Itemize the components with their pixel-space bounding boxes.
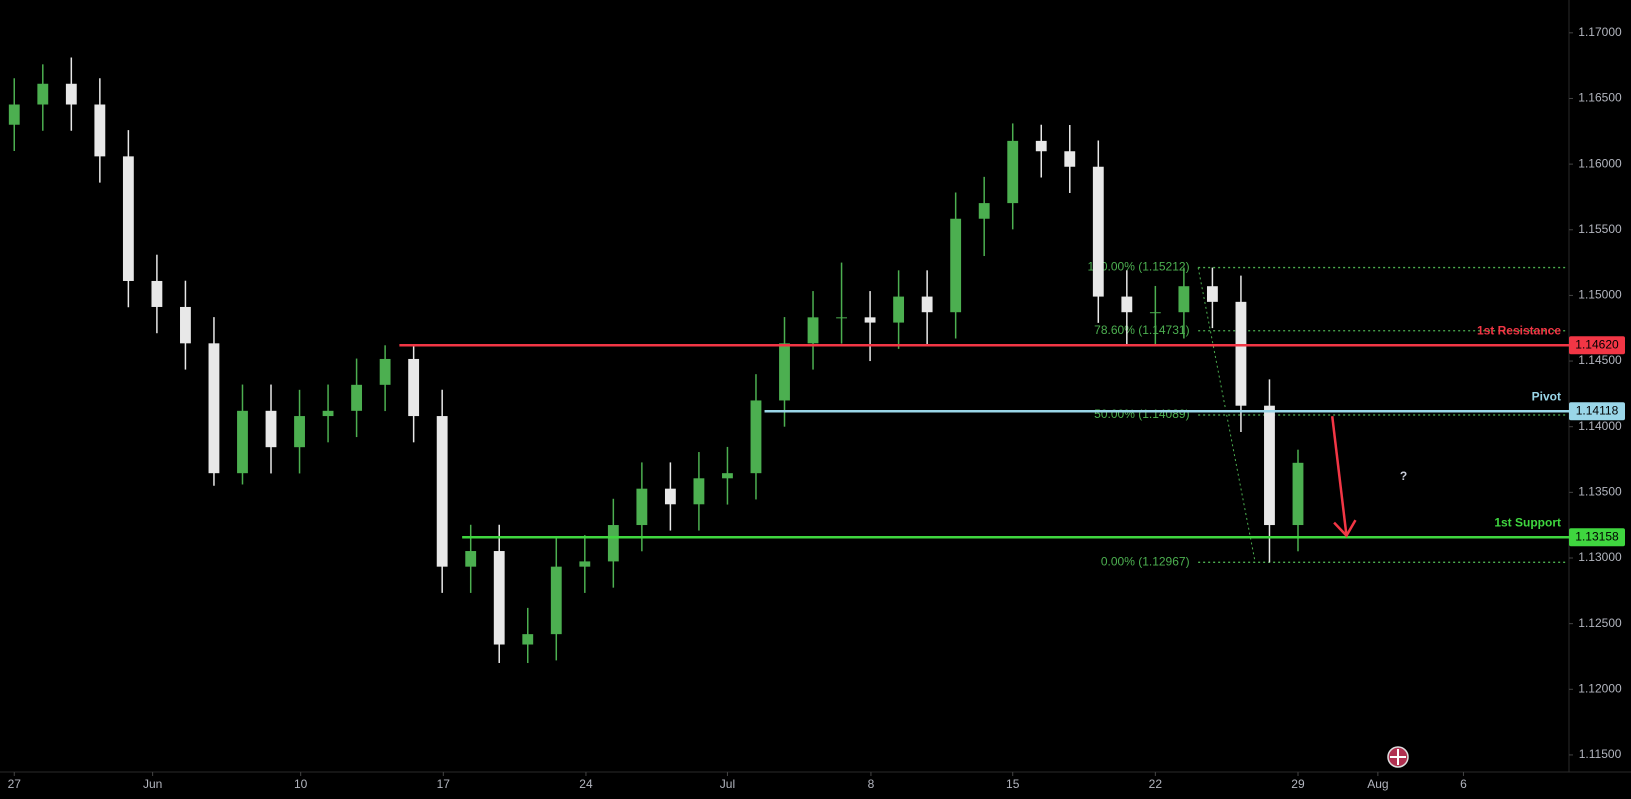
y-tick-label: 1.14000	[1578, 419, 1622, 433]
candle-body	[265, 410, 277, 448]
y-tick-label: 1.16000	[1578, 156, 1622, 170]
x-tick-label: 17	[437, 777, 451, 791]
y-tick-label: 1.11500	[1579, 747, 1622, 761]
candle-body	[1149, 312, 1161, 314]
candle-body	[1264, 405, 1275, 526]
x-tick-label: 15	[1006, 777, 1020, 791]
candle-body	[1206, 286, 1218, 302]
candle-body	[636, 488, 648, 526]
candle-body	[180, 306, 191, 344]
x-tick-label: Jul	[720, 777, 735, 791]
candle-body	[408, 358, 420, 417]
y-tick-label: 1.14500	[1578, 353, 1622, 367]
candle-body	[465, 551, 477, 567]
y-tick-label: 1.13500	[1578, 485, 1622, 499]
candle-body	[1035, 140, 1047, 152]
candle-body	[379, 358, 391, 385]
candle-body	[37, 83, 49, 105]
level-name: 1st Support	[1494, 515, 1561, 529]
candle-body	[750, 400, 762, 474]
fib-trend-line	[1197, 267, 1256, 563]
y-tick-label: 1.15500	[1578, 222, 1622, 236]
candle-body	[836, 317, 847, 319]
fib-label: 100.00% (1.15212)	[1088, 260, 1190, 274]
level-tag	[1569, 528, 1625, 547]
candle-body	[1292, 462, 1304, 526]
x-tick-label: 10	[294, 777, 308, 791]
level-tag-label: 1.13158	[1575, 529, 1619, 543]
candle-body	[65, 83, 77, 105]
question-mark: ?	[1400, 469, 1407, 483]
level-tag-label: 1.14620	[1575, 337, 1619, 351]
candle-body	[294, 416, 305, 448]
candle-body	[893, 296, 905, 323]
x-tick-label: 24	[579, 777, 593, 791]
candle-body	[8, 104, 20, 125]
candle-body	[151, 280, 163, 307]
candle-body	[1092, 166, 1104, 297]
y-tick-label: 1.15000	[1578, 288, 1622, 302]
fib-label: 50.00% (1.14089)	[1094, 407, 1189, 421]
x-tick-label: 8	[868, 777, 875, 791]
candle-body	[950, 218, 962, 313]
x-tick-label: 29	[1291, 777, 1305, 791]
candle-body	[864, 317, 876, 323]
y-tick-label: 1.12500	[1578, 616, 1622, 630]
x-tick-label: Aug	[1367, 777, 1388, 791]
candle-body	[1235, 301, 1247, 406]
candle-body	[978, 203, 990, 219]
fib-label: 78.60% (1.14731)	[1094, 323, 1189, 337]
level-tag	[1569, 402, 1625, 421]
arrow-head	[1333, 519, 1357, 538]
candle-body	[779, 343, 790, 401]
candle-body	[1007, 140, 1019, 204]
candle-body	[351, 384, 363, 411]
candle-body	[94, 104, 106, 157]
level-tag	[1569, 336, 1625, 355]
candle-body	[493, 551, 505, 645]
candle-body	[807, 317, 819, 344]
candle-body	[436, 416, 448, 567]
candle-body	[693, 478, 705, 505]
y-tick-label: 1.16500	[1578, 91, 1622, 105]
candle-body	[921, 296, 933, 313]
candle-body	[1178, 286, 1190, 313]
candle-body	[579, 561, 591, 567]
candle-body	[522, 634, 534, 645]
x-tick-label: 22	[1149, 777, 1163, 791]
level-name: Pivot	[1532, 389, 1561, 403]
x-tick-label: Jun	[143, 777, 162, 791]
candle-body	[722, 473, 733, 479]
candle-body	[208, 343, 220, 474]
candle-body	[1121, 296, 1133, 313]
y-tick-label: 1.12000	[1578, 681, 1622, 695]
level-name: 1st Resistance	[1477, 323, 1561, 337]
y-tick-label: 1.17000	[1578, 25, 1622, 39]
candle-body	[322, 410, 334, 417]
y-tick-label: 1.13000	[1578, 550, 1622, 564]
candle-body	[550, 566, 562, 635]
candle-body	[122, 156, 134, 281]
arrow-shaft	[1330, 416, 1348, 536]
fib-label: 0.00% (1.12967)	[1101, 554, 1190, 568]
candle-body	[607, 525, 619, 562]
x-tick-label: 6	[1460, 777, 1467, 791]
candle-body	[1064, 151, 1076, 167]
candle-body	[664, 488, 676, 505]
x-tick-label: 27	[8, 777, 22, 791]
candle-body	[237, 410, 248, 474]
level-tag-label: 1.14118	[1576, 403, 1619, 417]
